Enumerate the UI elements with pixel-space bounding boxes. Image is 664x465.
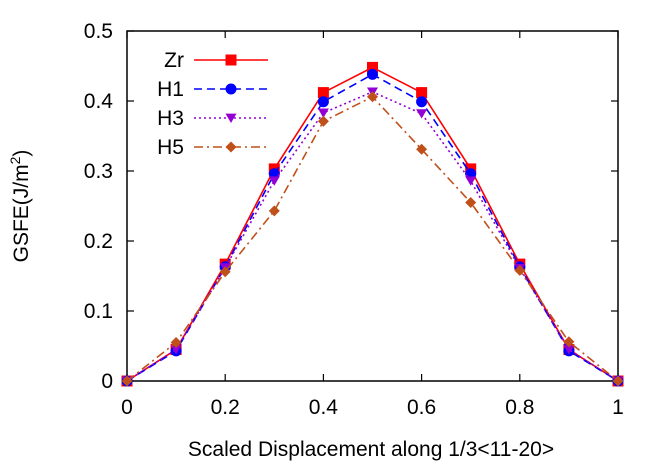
data-point-h5 <box>514 264 526 276</box>
x-tick-label: 0.4 <box>309 396 339 419</box>
y-tick-label: 0 <box>101 370 113 393</box>
y-tick-label: 0.1 <box>84 300 113 323</box>
x-tick-label: 0 <box>121 396 133 419</box>
data-point-zr <box>416 87 428 99</box>
data-point-h3 <box>465 176 477 186</box>
data-point-h5 <box>121 375 133 387</box>
y-tick-label: 0.5 <box>84 20 113 43</box>
data-point-h1 <box>317 96 329 108</box>
legend-marker-h5 <box>225 141 237 153</box>
data-point-h1 <box>416 96 428 108</box>
x-tick-label: 0.8 <box>505 396 534 419</box>
series-zr <box>121 61 624 387</box>
series-line-zr <box>126 66 619 382</box>
legend-label-zr: Zr <box>164 49 184 72</box>
data-point-h5 <box>170 337 182 348</box>
data-point-h5 <box>317 115 329 127</box>
y-axis-title-main: GSFE(J/m <box>10 164 33 262</box>
data-point-h3 <box>563 345 575 355</box>
series-h3 <box>121 87 624 386</box>
axes: 0 0.2 0.4 0.6 0.8 1 0 0.1 0.2 0.3 0.4 0.5 <box>84 20 624 419</box>
y-tick-label: 0.2 <box>84 230 113 253</box>
x-tick-label: 0.6 <box>407 396 436 419</box>
x-tick-label: 1 <box>612 396 624 419</box>
y-axis-title: GSFE(J/m2) <box>7 150 33 263</box>
plot-frame <box>126 30 619 382</box>
y-tick-label: 0.4 <box>84 90 114 113</box>
legend-label-h1: H1 <box>157 78 184 101</box>
x-tick-label: 0.2 <box>211 396 240 419</box>
series-line-h3 <box>126 91 619 382</box>
y-tick-label: 0.3 <box>84 160 113 183</box>
legend-marker-h1 <box>225 83 237 95</box>
data-point-h5 <box>563 336 575 348</box>
data-point-h1 <box>367 68 378 80</box>
data-point-h3 <box>416 109 428 119</box>
data-point-h5 <box>612 375 624 387</box>
series-line-h1 <box>126 73 619 382</box>
y-axis-title-sup: 2 <box>7 156 23 164</box>
data-point-h5 <box>465 197 477 208</box>
data-point-h5 <box>416 143 428 155</box>
legend: Zr H1 H3 H5 <box>157 49 268 159</box>
data-point-h5 <box>268 205 280 217</box>
data-point-zr <box>367 61 378 73</box>
data-point-zr <box>317 87 329 99</box>
series-h1 <box>121 68 624 387</box>
series-h5 <box>121 91 624 387</box>
legend-label-h3: H3 <box>157 107 184 130</box>
legend-marker-zr <box>225 54 237 66</box>
x-axis-title: Scaled Displacement along 1/3<11-20> <box>188 438 554 461</box>
y-axis-title-close: ) <box>10 150 33 157</box>
legend-label-h5: H5 <box>157 136 184 159</box>
data-point-h3 <box>170 345 182 355</box>
data-point-h3 <box>268 176 280 186</box>
data-point-h5 <box>219 266 231 278</box>
series-layer <box>121 61 624 387</box>
data-point-h3 <box>317 108 329 118</box>
series-line-h5 <box>126 95 619 382</box>
data-point-h5 <box>367 91 378 103</box>
legend-marker-h3 <box>225 113 237 123</box>
